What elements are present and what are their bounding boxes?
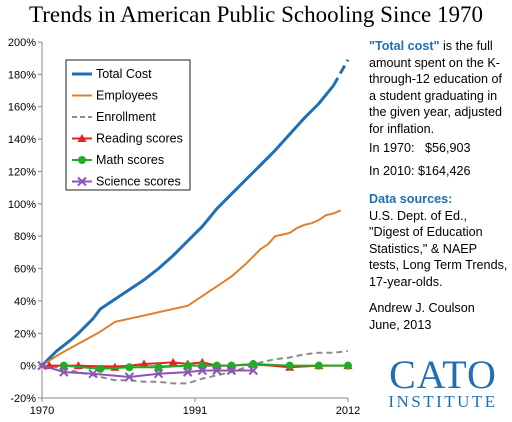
data-point-reading-scores — [168, 357, 178, 366]
legend-marker — [78, 156, 86, 164]
legend-entry-science-scores: Science scores — [72, 175, 181, 189]
data-point-math-scores — [249, 360, 258, 369]
y-tick-label: 120% — [8, 166, 36, 178]
series-line-total-cost — [40, 84, 335, 367]
legend-label: Science scores — [96, 175, 181, 189]
series-total-cost — [40, 59, 350, 367]
y-tick-label: 180% — [8, 69, 36, 81]
cost-1970: In 1970: $56,903 — [369, 141, 471, 155]
y-tick-label: 80% — [14, 231, 36, 243]
x-marker-stroke — [197, 365, 207, 376]
cato-institute-logo: CATO INSTITUTE — [380, 352, 506, 412]
legend-entry-math-scores: Math scores — [72, 153, 164, 167]
x-tick-label: 1991 — [183, 405, 207, 417]
x-marker-stroke — [212, 365, 222, 376]
series-line-enrollment — [41, 350, 349, 385]
data-point-science-scores — [37, 360, 47, 371]
data-point-science-scores — [226, 365, 237, 376]
legend-marker — [77, 176, 87, 187]
publication-date: June, 2013 — [369, 317, 432, 332]
series-employees — [41, 209, 342, 367]
legend-entry-enrollment: Enrollment — [72, 110, 156, 124]
logo-wordmark: CATO — [389, 352, 497, 397]
series-enrollment — [41, 350, 349, 385]
total-cost-description: "Total cost" is the full amount spent on… — [369, 38, 509, 137]
x-marker-stroke — [124, 372, 135, 382]
side-note: "Total cost" is the full amount spent on… — [369, 38, 509, 333]
x-tick-label: 2012 — [336, 405, 360, 417]
data-point-math-scores — [59, 361, 68, 370]
y-tick-label: 140% — [8, 134, 36, 146]
x-marker-stroke — [226, 365, 237, 376]
data-point-science-scores — [183, 367, 193, 377]
legend-label: Math scores — [96, 153, 164, 167]
data-point-science-scores — [248, 365, 258, 376]
x-marker-stroke — [59, 367, 69, 377]
y-tick-label: 60% — [14, 264, 36, 276]
x-marker-stroke — [37, 360, 47, 371]
chart-series — [37, 59, 353, 385]
chart-legend: Total Cost Employees Enrollment Reading sco… — [65, 59, 191, 191]
x-marker-stroke — [183, 367, 193, 377]
legend-box — [65, 59, 191, 191]
y-tick-label: 20% — [14, 328, 36, 340]
data-point-science-scores — [153, 369, 164, 379]
y-tick-label: 0% — [20, 361, 36, 373]
sources-text: U.S. Dept. of Ed., "Digest of Education … — [369, 208, 508, 289]
y-tick-label: -20% — [10, 393, 36, 405]
series-line-math-scores — [63, 363, 348, 370]
y-tick-label: 200% — [8, 37, 36, 49]
x-marker-stroke — [77, 176, 87, 187]
y-tick-label: 160% — [8, 102, 36, 114]
series-science-scores — [37, 360, 258, 382]
data-point-reading-scores — [139, 359, 149, 368]
data-point-science-scores — [124, 372, 135, 382]
data-point-math-scores — [125, 363, 134, 372]
cost-2010: In 2010: $164,426 — [369, 163, 471, 178]
data-point-math-scores — [183, 361, 192, 370]
legend-marker — [77, 134, 87, 142]
legend-label: Enrollment — [96, 110, 156, 124]
data-point-science-scores — [88, 369, 98, 379]
chart-axes: -20% 0% 20% 40% 60% 80% 100% 120% 140% 160% 180% 20… — [8, 37, 360, 417]
data-point-science-scores — [59, 367, 69, 377]
series-projection-total-cost — [332, 59, 350, 87]
x-tick-label: 1970 — [30, 405, 54, 417]
legend-label: Employees — [96, 89, 158, 103]
data-point-math-scores — [96, 364, 105, 373]
legend-label: Reading scores — [96, 132, 183, 146]
y-tick-label: 40% — [14, 296, 36, 308]
data-point-math-scores — [314, 361, 323, 370]
data-point-math-scores — [154, 363, 163, 372]
x-marker-stroke — [153, 369, 164, 379]
author-name: Andrew J. Coulson — [369, 301, 475, 315]
legend-entry-total-cost: Total Cost — [72, 67, 152, 81]
data-point-math-scores — [285, 361, 294, 370]
y-tick-label: 100% — [8, 199, 36, 211]
series-line-science-scores — [41, 364, 254, 378]
legend-entry-reading-scores: Reading scores — [72, 132, 183, 146]
series-line-employees — [41, 209, 342, 367]
x-marker-stroke — [248, 365, 258, 376]
legend-label: Total Cost — [96, 67, 152, 81]
legend-entry-employees: Employees — [72, 89, 158, 103]
data-point-science-scores — [197, 365, 207, 376]
total-cost-label: "Total cost" — [369, 39, 440, 53]
sources-heading: Data sources: — [369, 192, 453, 206]
total-cost-text: is the full amount spent on the K-throug… — [369, 39, 503, 136]
chart-title: Trends in American Public Schooling Sinc… — [28, 2, 483, 27]
x-marker-stroke — [88, 369, 98, 379]
data-point-science-scores — [212, 365, 222, 376]
logo-subtitle: INSTITUTE — [388, 392, 498, 411]
line-chart: -20% 0% 20% 40% 60% 80% 100% 120% 140% 160% 180% 20… — [8, 37, 360, 417]
data-point-math-scores — [344, 361, 352, 370]
